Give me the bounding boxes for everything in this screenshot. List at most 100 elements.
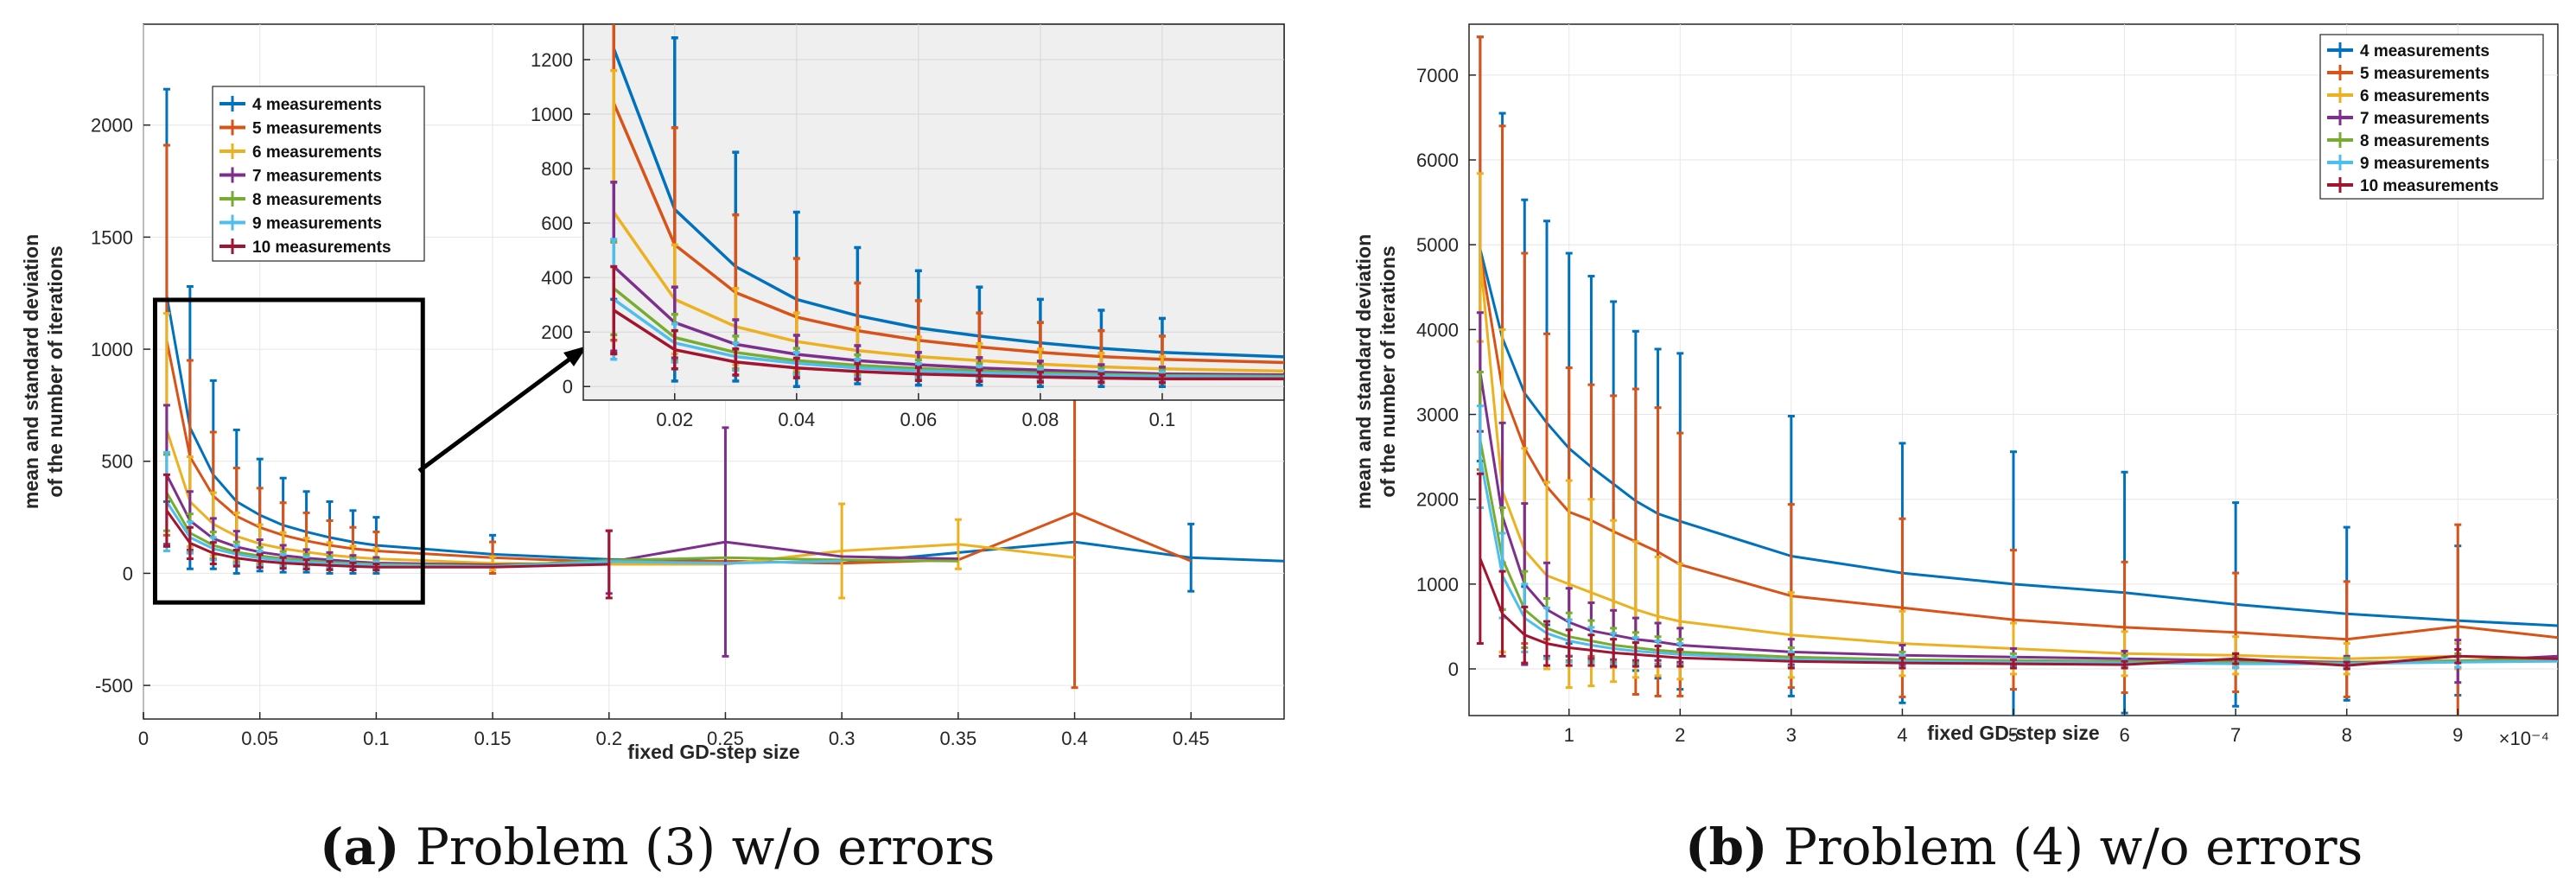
panel-b-x-ticks: 1 2 3 4 5 6 7 8 9 [1564, 709, 2463, 746]
panel-a-caption-letter: (a) [320, 818, 399, 876]
panel-b-y-tick-label: 6000 [1416, 150, 1459, 171]
panel-b-series-line [1479, 557, 2558, 667]
panel-b-caption-letter: (b) [1685, 818, 1767, 876]
panel-b-y-tick-label: 1000 [1416, 574, 1459, 595]
panel-b-x-axis-label: fixed GD-step size [1927, 722, 2099, 744]
inset-series-line [612, 48, 1284, 359]
panel-a-legend-label: 9 measurements [252, 215, 382, 233]
panel-a-x-ticks: 0 0.05 0.1 0.15 0.2 0.25 0.3 0.35 0.4 0.45 [138, 712, 1210, 749]
panel-b-legend-label: 8 measurements [2360, 132, 2490, 150]
panel-b-y-tick-label: 3000 [1416, 404, 1459, 426]
panel-b-x-exponent: ×10⁻⁴ [2499, 728, 2549, 749]
panel-b-legend: 4 measurements 5 measurements 6 measuremen… [2319, 34, 2544, 200]
panel-b-x-tick-label: 9 [2452, 724, 2463, 746]
panel-a-caption-text: Problem (3) w/o errors [399, 818, 995, 876]
panel-b-y-axis-label-line1: mean and standard deviation [1352, 234, 1375, 509]
panel-a-legend: 4 measurements 5 measurements 6 measuremen… [212, 86, 425, 262]
panel-b-legend-label: 9 measurements [2360, 155, 2490, 173]
panel-b-x-tick-label: 1 [1564, 724, 1574, 746]
panel-b-legend-box [2319, 34, 2544, 200]
panel-b-series-line [1479, 248, 2558, 627]
inset-x-tick-label: 0.1 [1149, 409, 1176, 430]
panel-a-y-axis-label-line2: of the number of iterations [44, 245, 67, 497]
panel-a-x-tick-label: 0.4 [1061, 728, 1088, 749]
panel-b-legend-label: 7 measurements [2360, 110, 2490, 128]
panel-b-legend-label: 10 measurements [2360, 177, 2499, 195]
inset-series [610, 24, 1284, 388]
panel-b-y-tick-label: 7000 [1416, 65, 1459, 86]
panel-b-series-line [1479, 439, 2558, 665]
panel-a-y-tick-label: 0 [123, 563, 133, 584]
panel-b-caption-text: Problem (4) w/o errors [1767, 818, 2363, 876]
inset-series-line [612, 211, 1284, 373]
panel-a-x-tick-label: 0 [138, 728, 149, 749]
panel-a-x-tick-label: 0.3 [829, 728, 855, 749]
panel-a-legend-label: 7 measurements [252, 168, 382, 186]
inset-series-line [613, 297, 1284, 379]
panel-b-legend-label: 6 measurements [2360, 87, 2490, 105]
panel-a-series-10-measurements [162, 473, 613, 600]
panel-b-x-tick-label: 7 [2230, 724, 2241, 746]
panel-a-legend-label: 5 measurements [252, 120, 382, 138]
panel-a-y-tick-label: 1000 [91, 339, 133, 360]
panel-b-legend-label: 5 measurements [2360, 65, 2490, 83]
panel-b-series-line [1479, 252, 2558, 641]
panel-b-series [1476, 35, 2558, 716]
panel-a-series-line [165, 500, 843, 569]
inset-y-tick-label: 0 [563, 376, 573, 398]
inset-y-tick-label: 600 [541, 213, 573, 234]
inset-x-tick-label: 0.04 [778, 409, 815, 430]
panel-a-legend-label: 10 measurements [252, 239, 391, 257]
panel-a-caption: (a) Problem (3) w/o errors [320, 818, 995, 876]
panel-a-legend-label: 4 measurements [252, 96, 382, 114]
inset-y-ticks: 0 200 400 600 800 1000 1200 [531, 49, 590, 398]
panel-b-y-tick-label: 0 [1448, 659, 1459, 680]
panel-a-x-tick-label: 0.25 [707, 728, 744, 749]
panel-a-x-tick-label: 0.2 [595, 728, 622, 749]
panel-a-x-axis-label: fixed GD-step size [627, 741, 799, 763]
panel-a-series [162, 87, 1284, 690]
inset-y-tick-label: 400 [541, 267, 573, 289]
inset-y-tick-label: 800 [541, 158, 573, 180]
panel-b-legend-label: 4 measurements [2360, 42, 2490, 60]
panel-b-y-tick-label: 5000 [1416, 234, 1459, 256]
panel-a-y-tick-label: 2000 [91, 115, 133, 137]
panel-a-legend-label: 6 measurements [252, 143, 382, 162]
panel-a-y-ticks: -500 0 500 1000 1500 2000 [91, 115, 150, 697]
panel-b-x-tick-label: 3 [1786, 724, 1797, 746]
panel-b-y-tick-label: 4000 [1416, 319, 1459, 340]
panel-b-series-line [1479, 456, 2558, 665]
panel-a-y-tick-label: 1500 [91, 226, 133, 248]
inset-x-tick-label: 0.08 [1021, 409, 1059, 430]
inset-series-10-measurements [610, 264, 1284, 385]
panel-b-y-ticks: 0 1000 2000 3000 4000 5000 6000 7000 [1416, 65, 1476, 680]
panel-a-series-line [165, 509, 609, 569]
panel-a-x-tick-label: 0.35 [939, 728, 976, 749]
panel-a-zoom-arrowhead [563, 346, 588, 366]
panel-a-y-axis-label-line1: mean and standard deviation [20, 234, 42, 509]
panel-a-chart: 0 0.05 0.1 0.15 0.2 0.25 0.3 0.35 0.4 0.45 -500 0 5… [20, 23, 1285, 876]
inset-x-tick-label: 0.02 [656, 409, 693, 430]
panel-b-series-10-measurements [1476, 472, 2558, 671]
panel-b-caption: (b) Problem (4) w/o errors [1685, 818, 2363, 876]
inset-y-tick-label: 1200 [531, 49, 573, 71]
panel-b-x-tick-label: 5 [2008, 724, 2019, 746]
panel-b-x-tick-label: 6 [2119, 724, 2129, 746]
panel-b-x-tick-label: 8 [2342, 724, 2352, 746]
panel-a-zoom-arrow [417, 353, 576, 474]
panel-b-y-tick-label: 2000 [1416, 489, 1459, 511]
panel-a-legend-box [212, 86, 425, 262]
inset-x-tick-label: 0.06 [900, 409, 937, 430]
inset-y-tick-label: 1000 [531, 104, 573, 125]
inset-x-ticks: 0.02 0.04 0.06 0.08 0.1 [656, 393, 1175, 430]
panel-b-x-tick-label: 4 [1897, 724, 1907, 746]
panel-b-x-tick-label: 2 [1675, 724, 1685, 746]
inset-y-tick-label: 200 [541, 321, 573, 343]
panel-a-y-tick-label: 500 [101, 451, 133, 473]
panel-a-x-tick-label: 0.1 [363, 728, 390, 749]
panel-a-y-tick-label: -500 [95, 675, 133, 697]
panel-b-y-axis-label-line2: of the number of iterations [1377, 245, 1399, 497]
panel-b-series-line [1479, 257, 2558, 662]
